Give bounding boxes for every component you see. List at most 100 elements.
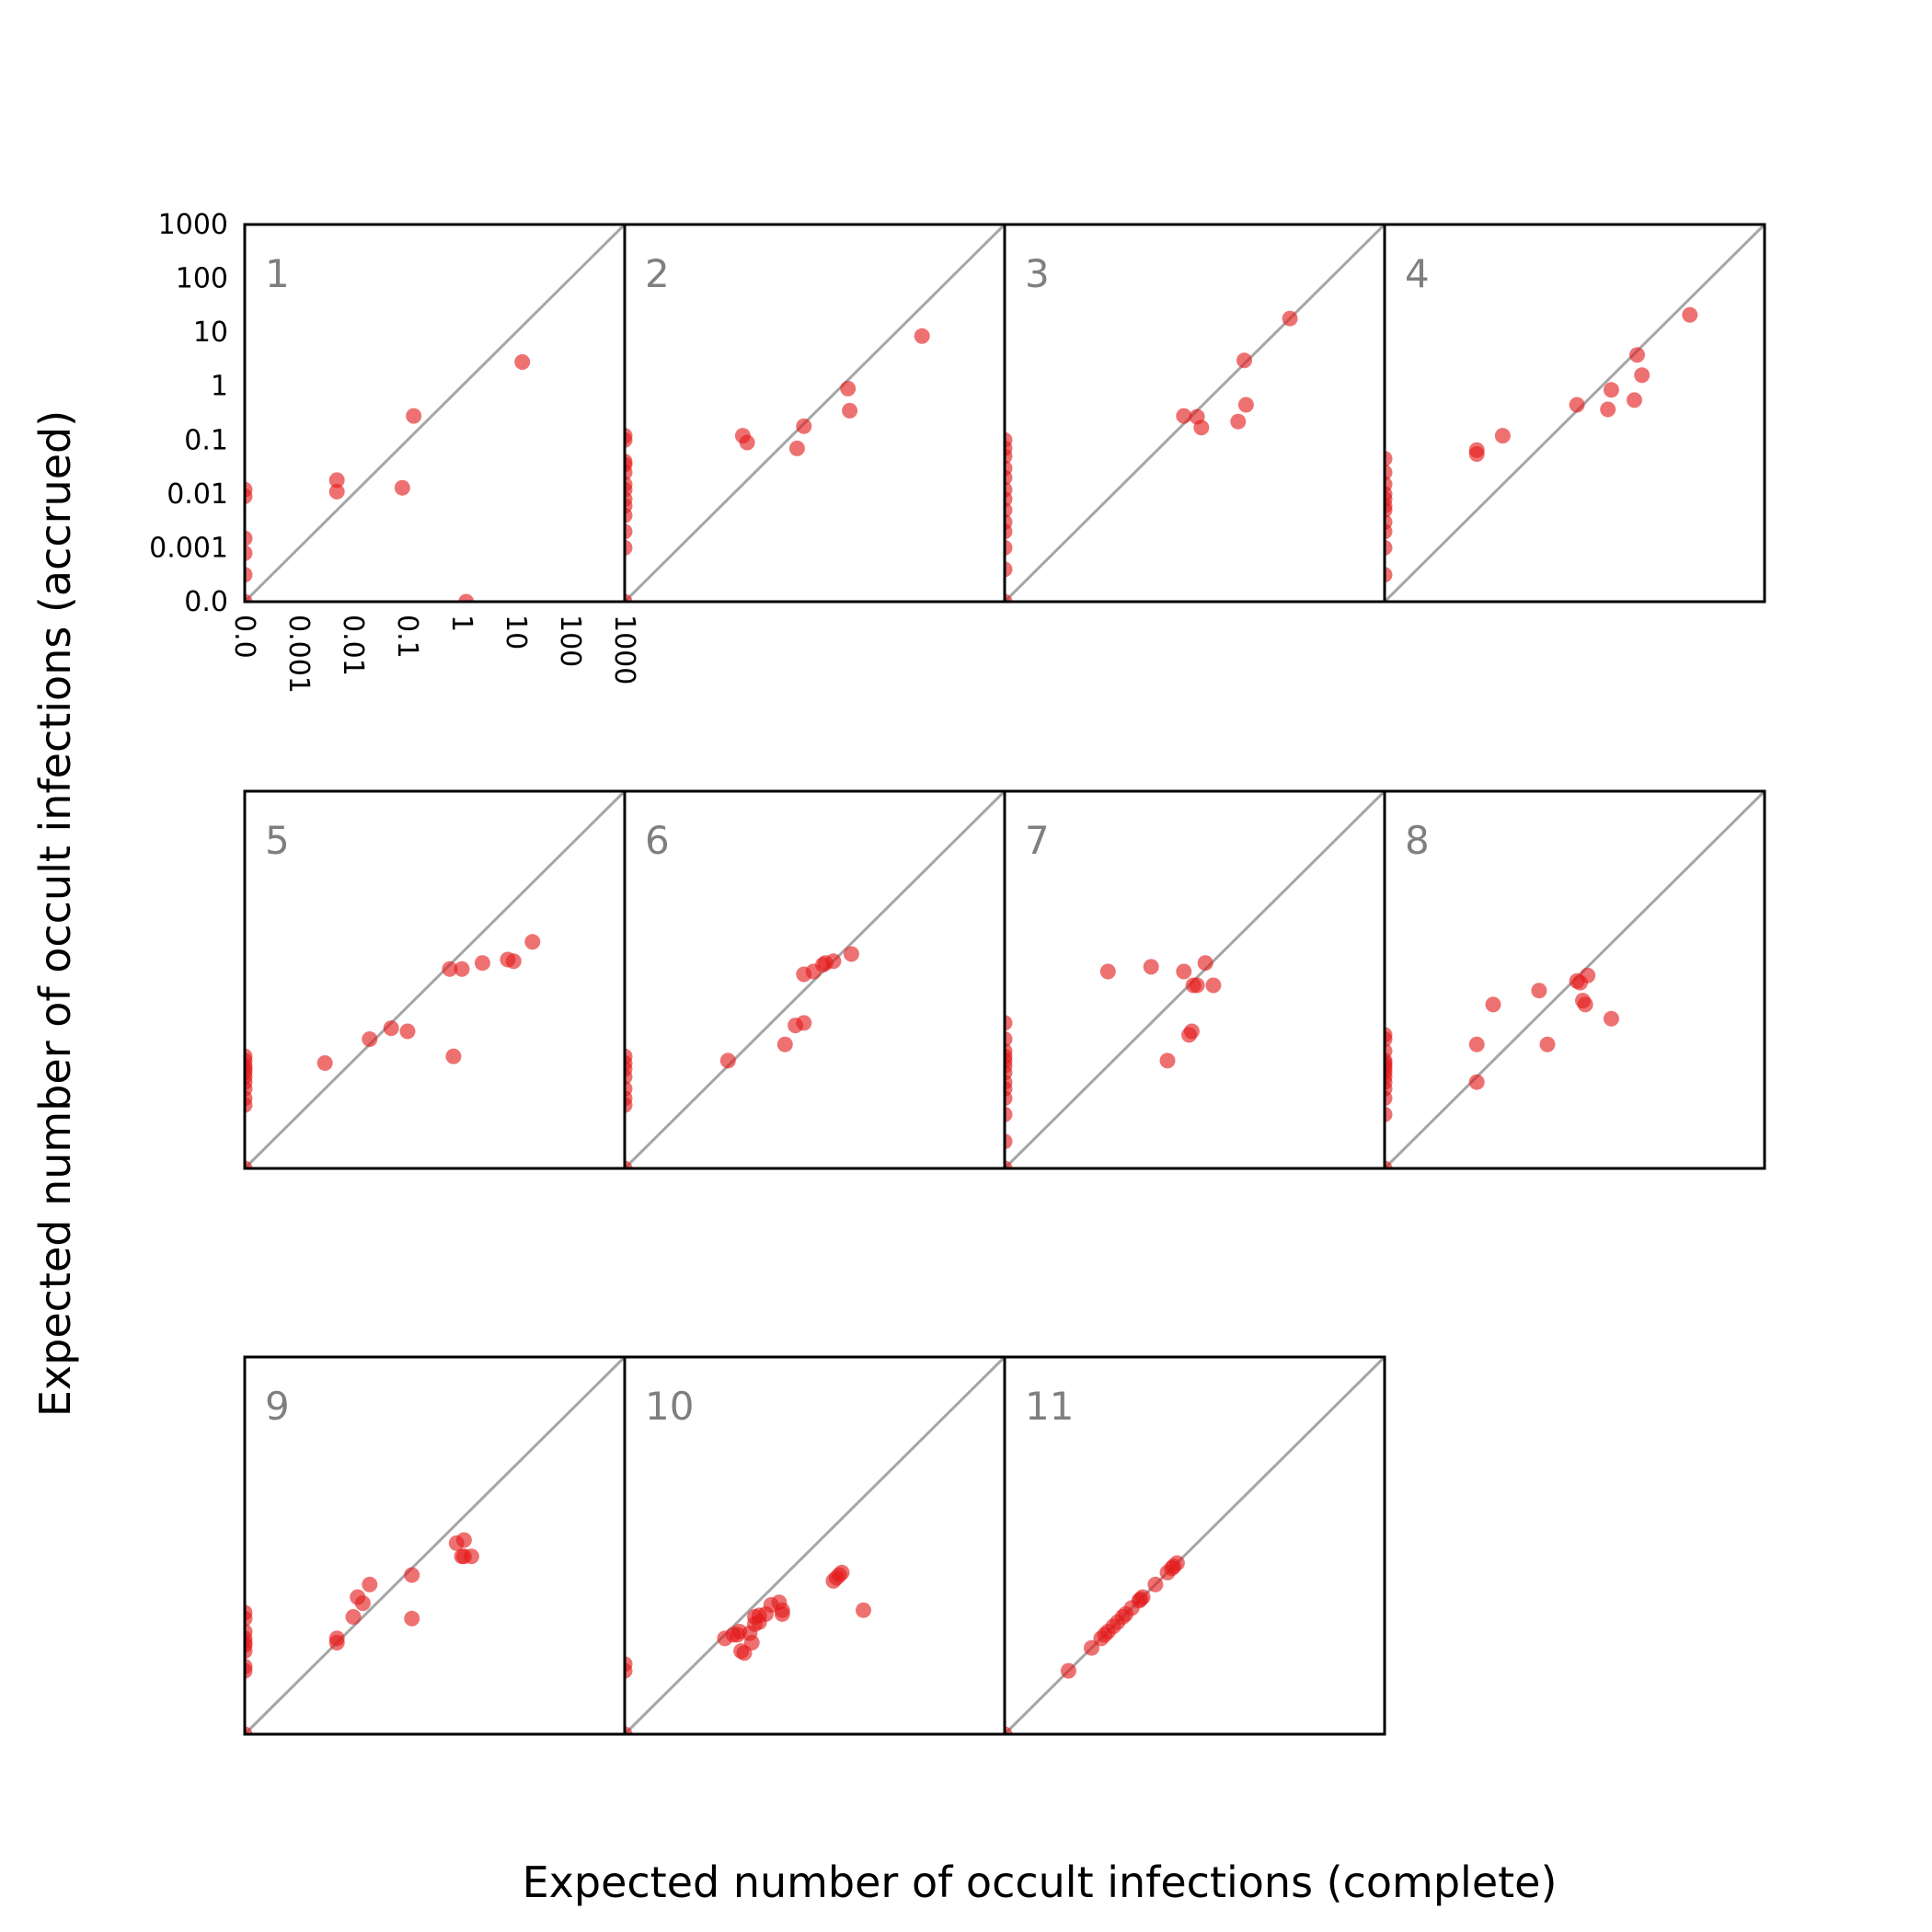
data-point	[1237, 397, 1254, 413]
data-point	[719, 1052, 736, 1069]
data-point	[825, 953, 842, 970]
data-point	[1385, 1106, 1393, 1122]
data-point	[1236, 352, 1252, 369]
points-group	[1005, 310, 1298, 602]
y-tick-label: 0.0	[184, 586, 228, 618]
data-point	[739, 434, 755, 451]
data-point	[834, 1564, 850, 1581]
panel-9: 9	[243, 1355, 627, 1736]
data-point	[625, 431, 633, 448]
data-point	[1005, 1133, 1013, 1150]
data-point	[1603, 1010, 1619, 1027]
data-point	[455, 1532, 472, 1548]
data-point	[245, 530, 253, 546]
data-point	[1005, 1031, 1013, 1047]
data-point	[1468, 1036, 1485, 1052]
data-point	[245, 489, 253, 504]
panel-label: 11	[1025, 1384, 1074, 1429]
data-point	[1005, 561, 1013, 578]
panel-4: 4	[1383, 223, 1766, 604]
data-point	[1005, 593, 1013, 602]
panel-frame	[1383, 223, 1766, 604]
points-group	[1005, 1555, 1185, 1734]
panel-label: 7	[1025, 818, 1050, 863]
data-point	[1134, 1589, 1151, 1605]
data-point	[625, 1662, 633, 1679]
data-point	[354, 1595, 371, 1612]
data-point	[1005, 1015, 1013, 1031]
data-point	[774, 1605, 790, 1622]
data-point	[345, 1609, 362, 1625]
panel-label: 3	[1025, 251, 1050, 296]
data-point	[1385, 539, 1393, 556]
data-point	[1176, 963, 1192, 980]
x-tick-label: 1	[445, 615, 477, 632]
y-tick-label: 1	[211, 371, 228, 403]
x-tick-label: 0.1	[391, 615, 423, 659]
data-point	[843, 946, 859, 962]
data-point	[245, 1604, 253, 1621]
panel-label: 5	[265, 818, 290, 863]
data-point	[1385, 477, 1393, 492]
panel-10: 10	[623, 1355, 1006, 1736]
data-point	[1005, 523, 1013, 540]
panel-2: 2	[623, 223, 1006, 604]
data-point	[245, 1160, 253, 1168]
data-point	[625, 523, 633, 540]
data-point	[1385, 465, 1393, 480]
x-tick-label: 0.01	[337, 615, 369, 676]
data-point	[1580, 967, 1596, 983]
panel-label: 9	[265, 1384, 290, 1429]
data-point	[442, 960, 458, 977]
data-point	[245, 545, 253, 561]
data-point	[1005, 539, 1013, 556]
data-point	[625, 1081, 633, 1097]
data-point	[1193, 420, 1210, 436]
data-point	[1385, 1027, 1393, 1043]
data-point	[1385, 451, 1393, 467]
y-tick-label: 0.01	[167, 478, 228, 511]
data-point	[245, 1624, 253, 1639]
data-point	[1005, 1043, 1013, 1059]
data-point	[1005, 469, 1013, 486]
panel-label: 2	[645, 251, 670, 296]
data-point	[362, 1576, 378, 1593]
data-point	[1629, 347, 1645, 363]
data-point	[1634, 367, 1650, 384]
data-point	[1205, 977, 1222, 994]
reference-line	[243, 223, 627, 604]
data-point	[1168, 1555, 1185, 1571]
points-group	[625, 946, 859, 1168]
data-point	[1189, 977, 1205, 994]
data-point	[454, 960, 470, 977]
panel-label: 4	[1405, 251, 1430, 296]
panel-label: 1	[265, 251, 290, 296]
panel-frame	[1383, 789, 1766, 1170]
panel-7: 7	[1003, 789, 1386, 1170]
panel-label: 6	[645, 818, 670, 863]
data-point	[842, 402, 858, 419]
x-tick-labels: 0.0 0.001 0.01 0.1 1 10 100 1000	[228, 615, 640, 694]
y-tick-label: 0.001	[149, 532, 228, 564]
y-tick-label: 10	[193, 316, 228, 349]
data-point	[1005, 1160, 1013, 1168]
data-point	[1197, 955, 1213, 972]
data-point	[399, 1023, 416, 1040]
data-point	[445, 1048, 462, 1064]
data-point	[743, 1635, 760, 1650]
data-point	[1385, 1160, 1393, 1168]
x-tick-label: 10	[500, 615, 532, 650]
data-point	[1485, 996, 1501, 1013]
data-point	[1159, 1052, 1176, 1069]
data-point	[474, 955, 490, 972]
data-point	[394, 479, 410, 496]
data-point	[1468, 446, 1485, 462]
y-tick-label: 1000	[158, 209, 228, 241]
data-point	[1060, 1662, 1076, 1679]
data-point	[362, 1031, 378, 1047]
data-point	[1005, 448, 1013, 465]
data-point	[776, 1036, 793, 1052]
data-point	[625, 1048, 633, 1064]
data-point	[1230, 413, 1247, 430]
